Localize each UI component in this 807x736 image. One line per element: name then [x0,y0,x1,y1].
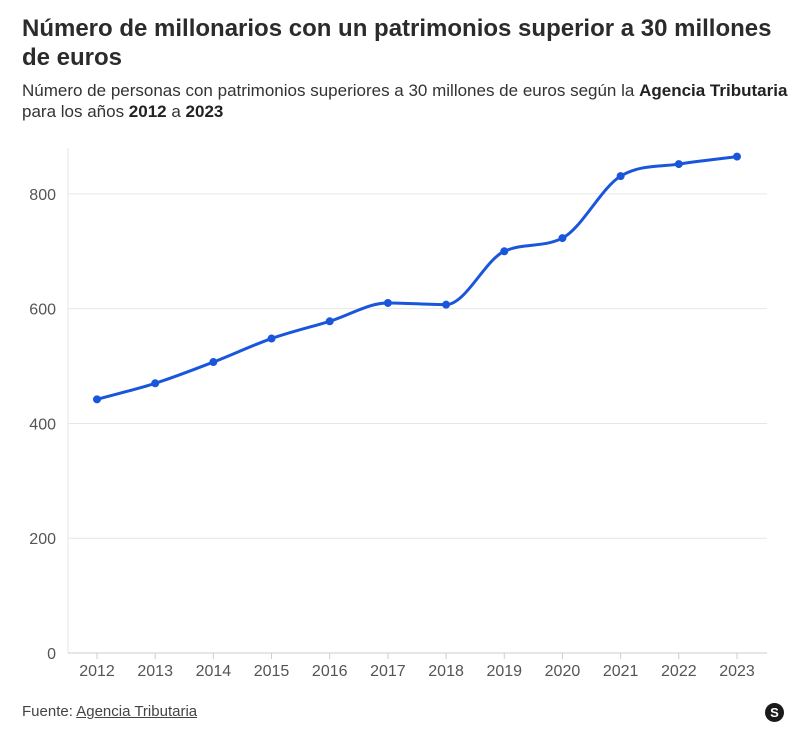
data-point-2016 [325,317,334,326]
subtitle-text-3: a [166,102,186,121]
subtitle-bold-source: Agencia Tributaria [639,81,788,100]
data-point-2021 [616,172,625,181]
x-tick-label-2013: 2013 [137,663,173,680]
x-tick-label-2018: 2018 [428,663,464,680]
series-layer [93,152,741,404]
series-line-0 [95,155,739,401]
label-layer: 0 200 400 600 800 2012 2013 2014 2015 2016 2017 201… [29,187,755,680]
data-point-2022 [674,160,683,169]
x-tick-label-2017: 2017 [370,663,406,680]
data-point-2013 [151,379,160,388]
subtitle-text-2: para los años [22,102,129,121]
x-tick-label-2015: 2015 [254,663,290,680]
data-point-2023 [733,152,741,161]
y-tick-label-800: 800 [29,187,56,204]
axis-layer [67,148,767,659]
source-note: Fuente: Agencia Tributaria [22,703,197,720]
x-tick-label-2022: 2022 [661,663,697,680]
chart-title: Número de millonarios con un patrimonios… [22,15,772,71]
y-tick-label-600: 600 [29,302,56,319]
data-point-2017 [383,298,392,307]
data-point-2012 [93,395,101,404]
x-tick-label-2023: 2023 [719,663,755,680]
subtitle-bold-start-year: 2012 [128,102,167,121]
x-tick-label-2020: 2020 [545,663,581,680]
data-point-2020 [558,234,567,243]
data-point-2014 [209,358,218,367]
data-point-2019 [500,247,509,256]
subtitle-text-1: Número de personas con patrimonios super… [22,81,640,100]
x-tick-label-2016: 2016 [312,663,348,680]
subtitle-bold-end-year: 2023 [185,102,224,121]
y-tick-label-400: 400 [29,416,56,433]
chart-subtitle: Número de personas con patrimonios super… [22,80,792,122]
x-tick-label-2019: 2019 [486,663,522,680]
data-point-2015 [267,334,276,343]
x-tick-label-2012: 2012 [79,663,115,680]
data-point-2018 [442,300,451,309]
y-tick-label-200: 200 [29,531,56,548]
x-tick-label-2014: 2014 [196,663,232,680]
source-link[interactable]: Agencia Tributaria [76,703,198,720]
grid-layer [68,193,767,539]
y-tick-label-0: 0 [47,646,56,663]
brand-logo-icon: S [765,703,784,722]
source-label: Fuente: [22,703,77,720]
x-tick-label-2021: 2021 [603,663,639,680]
